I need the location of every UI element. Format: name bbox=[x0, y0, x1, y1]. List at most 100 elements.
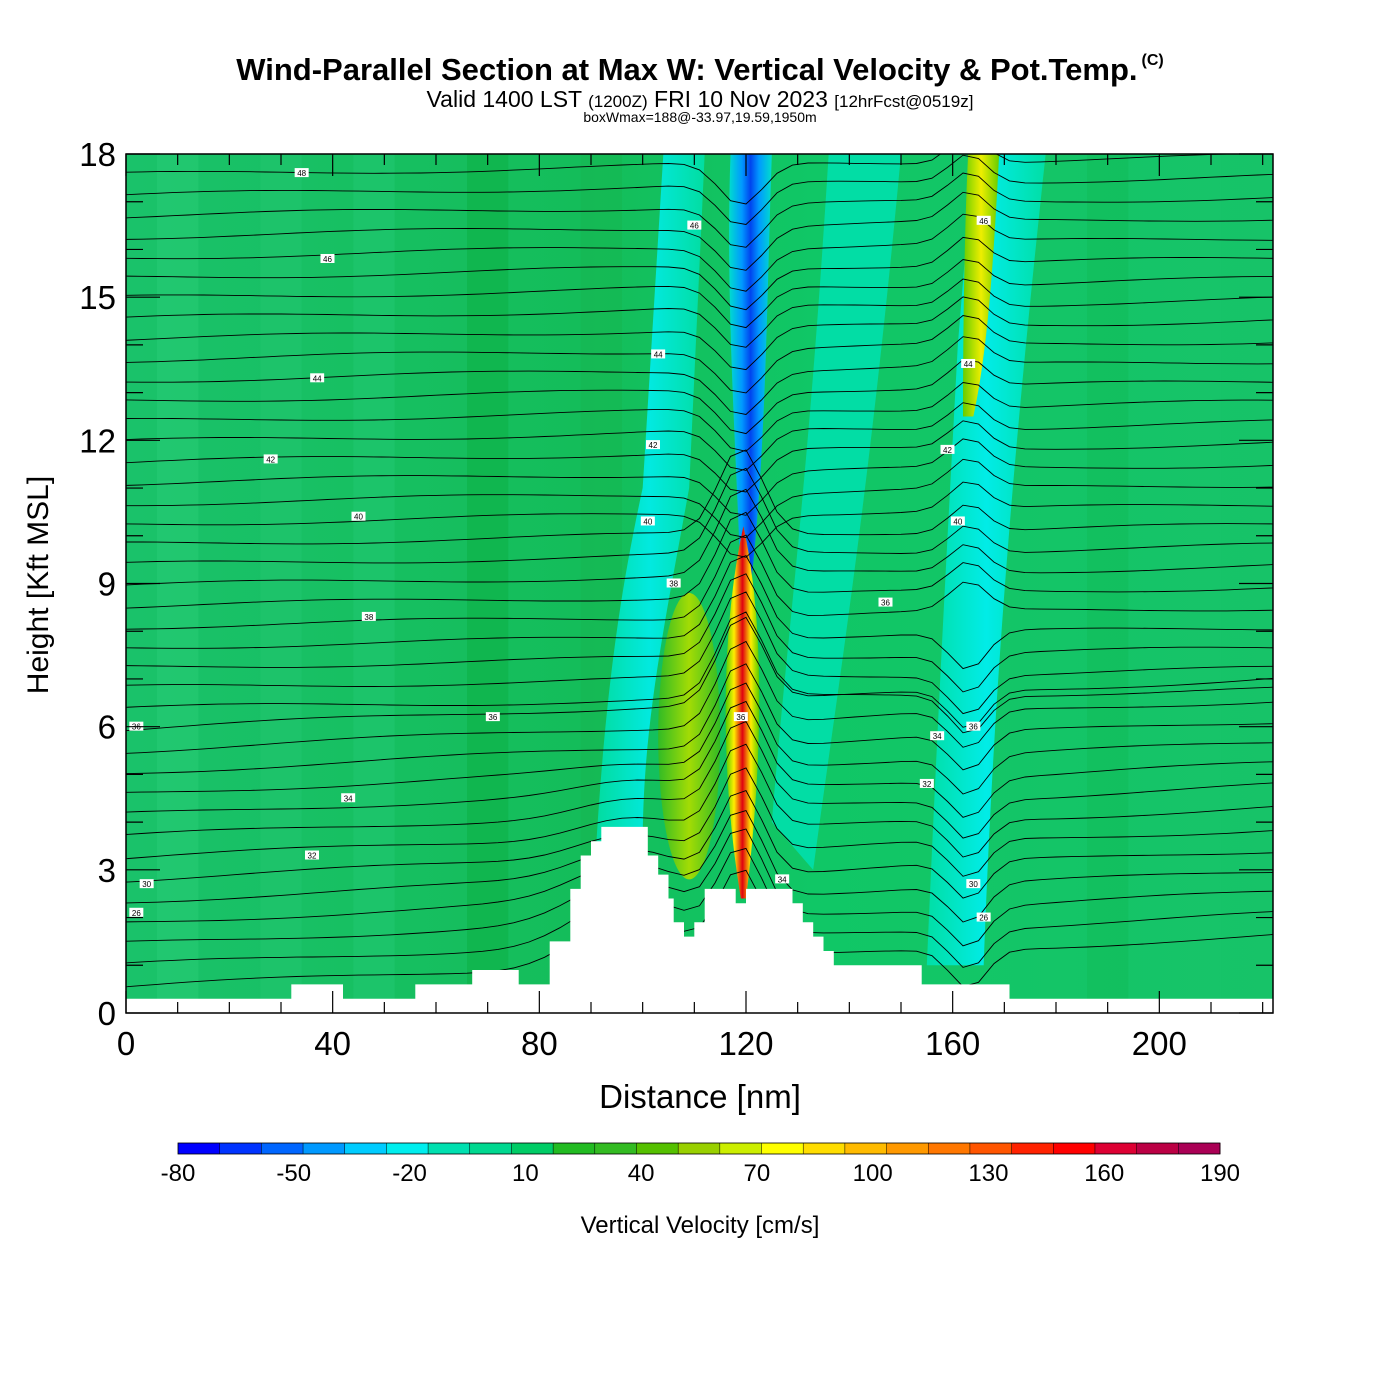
field-band bbox=[1180, 154, 1222, 1013]
chart-subtitle: Valid 1400 LST (1200Z) FRI 10 Nov 2023 [… bbox=[0, 86, 1400, 113]
y-tick-label: 15 bbox=[79, 279, 116, 316]
colorbar-tick-label: -50 bbox=[276, 1160, 311, 1187]
colorbar: -80 -50 -20 10 40 70 100 130 160 190 bbox=[161, 1142, 1240, 1187]
isentrope-line bbox=[126, 640, 1273, 754]
isentrope-line bbox=[126, 449, 1273, 545]
isentrope-line bbox=[126, 481, 1273, 558]
isentrope-line bbox=[126, 743, 1273, 860]
y-tick-label: 6 bbox=[98, 709, 116, 746]
colorbar-swatch bbox=[594, 1143, 637, 1154]
isentrope-label-text: 36 bbox=[488, 713, 497, 722]
colorbar-swatch bbox=[469, 1143, 512, 1154]
box-info: boxWmax=188@-33.97,19.59,1950m bbox=[583, 109, 817, 125]
isentrope-label-text: 44 bbox=[313, 374, 322, 383]
isentrope-line bbox=[126, 236, 1273, 311]
isentrope-label: 34 bbox=[930, 731, 945, 741]
isentrope-label: 44 bbox=[651, 349, 666, 359]
isentrope-label-bg bbox=[129, 907, 144, 917]
isentrope-label: 46 bbox=[976, 215, 991, 226]
colorbar-swatch bbox=[553, 1143, 596, 1154]
colorbar-swatch bbox=[344, 1143, 387, 1154]
colorbar-swatch bbox=[1094, 1143, 1138, 1154]
x-tick-label: 40 bbox=[314, 1025, 351, 1062]
isentrope-label-text: 36 bbox=[969, 723, 978, 732]
isentrope-label-text: 26 bbox=[979, 914, 988, 923]
isentrope-line bbox=[126, 663, 1273, 775]
colorbar-label: Vertical Velocity [cm/s] bbox=[581, 1212, 820, 1239]
y-tick-label: 3 bbox=[98, 852, 116, 889]
isentrope-line bbox=[126, 511, 1273, 609]
isentrope-line bbox=[126, 488, 1273, 586]
colorbar-swatch bbox=[386, 1143, 429, 1154]
isentrope-label-text: 34 bbox=[344, 794, 353, 803]
isentrope-line bbox=[126, 720, 1273, 839]
isentrope-label: 30 bbox=[966, 879, 981, 889]
isentrope-label-text: 40 bbox=[354, 513, 363, 522]
isentrope-line bbox=[126, 591, 1273, 715]
colorbar-swatch bbox=[178, 1143, 221, 1154]
isentrope-label-bg bbox=[775, 874, 790, 884]
isentrope-label: 44 bbox=[961, 358, 976, 369]
y-tick-label: 9 bbox=[98, 566, 116, 603]
colorbar-frame bbox=[177, 1142, 1221, 1155]
isentrope-label-bg bbox=[361, 611, 376, 621]
isentrope-line bbox=[126, 172, 1273, 248]
isentrope-line bbox=[126, 847, 1273, 968]
valid-time: Valid 1400 LST bbox=[426, 86, 582, 112]
colorbar-swatch bbox=[261, 1143, 304, 1154]
field-band bbox=[260, 154, 302, 1013]
isentrope-label: 30 bbox=[139, 879, 154, 889]
isentrope-label-bg bbox=[976, 912, 991, 922]
isentrope-label-bg bbox=[687, 220, 702, 230]
isentrope-label: 44 bbox=[310, 373, 325, 383]
isentrope-label-bg bbox=[961, 358, 976, 368]
colorbar-tick-label: 190 bbox=[1200, 1160, 1240, 1187]
isentrope-line bbox=[126, 438, 1273, 516]
isentrope-label-bg bbox=[646, 440, 660, 450]
isentrope-label-bg bbox=[878, 597, 893, 607]
isentrope-label-bg bbox=[666, 578, 681, 588]
isentrope-label-bg bbox=[485, 712, 500, 722]
isentrope-label-text: 38 bbox=[364, 613, 373, 622]
field-band bbox=[467, 154, 509, 1013]
isentrope-label-bg bbox=[305, 850, 319, 860]
isentrope-label-text: 46 bbox=[979, 217, 988, 226]
field-band bbox=[1087, 154, 1129, 1013]
isentrope-line bbox=[126, 790, 1273, 904]
isentrope-line bbox=[126, 534, 1273, 630]
terrain bbox=[126, 826, 1273, 1013]
isentrope-label-text: 44 bbox=[654, 350, 663, 359]
isentrope-label-text: 38 bbox=[669, 580, 678, 589]
isentrope-line bbox=[126, 259, 1273, 329]
isentrope-label-text: 40 bbox=[953, 517, 962, 526]
colorbar-swatch bbox=[1178, 1143, 1221, 1154]
isentrope-line bbox=[126, 296, 1273, 371]
colorbar-tick-label: 100 bbox=[853, 1160, 893, 1187]
isentrope-label: 36 bbox=[733, 712, 748, 722]
colorbar-tick-label: -80 bbox=[161, 1160, 196, 1187]
colorbar-swatch bbox=[678, 1143, 721, 1154]
isentrope-label: 26 bbox=[129, 907, 144, 918]
forecast-info: [12hrFcst@0519z] bbox=[834, 92, 974, 111]
isentrope-label-text: 42 bbox=[266, 455, 275, 464]
isentrope-label-text: 48 bbox=[297, 169, 306, 178]
isentrope-label-text: 30 bbox=[142, 880, 151, 889]
colorbar-swatch bbox=[1136, 1143, 1179, 1154]
isentrope-label-text: 32 bbox=[308, 852, 317, 861]
secondary-downdraft bbox=[926, 154, 1046, 966]
valid-date: FRI 10 Nov 2023 bbox=[654, 86, 828, 112]
isentrope-label-text: 34 bbox=[933, 732, 942, 741]
x-tick-label: 200 bbox=[1132, 1025, 1187, 1062]
x-tick-label: 80 bbox=[521, 1025, 558, 1062]
isentrope-label: 36 bbox=[485, 712, 500, 722]
isentrope-label: 34 bbox=[341, 793, 356, 803]
isentrope-line bbox=[126, 828, 1273, 947]
isentrope-line bbox=[126, 213, 1273, 292]
isentrope-label: 32 bbox=[305, 850, 319, 861]
utc-time: (1200Z) bbox=[588, 92, 648, 111]
colorbar-swatch bbox=[219, 1143, 262, 1154]
isentrope-line bbox=[126, 458, 1273, 539]
colorbar-tick-label: 130 bbox=[968, 1160, 1008, 1187]
isentrope-label-bg bbox=[294, 168, 309, 178]
